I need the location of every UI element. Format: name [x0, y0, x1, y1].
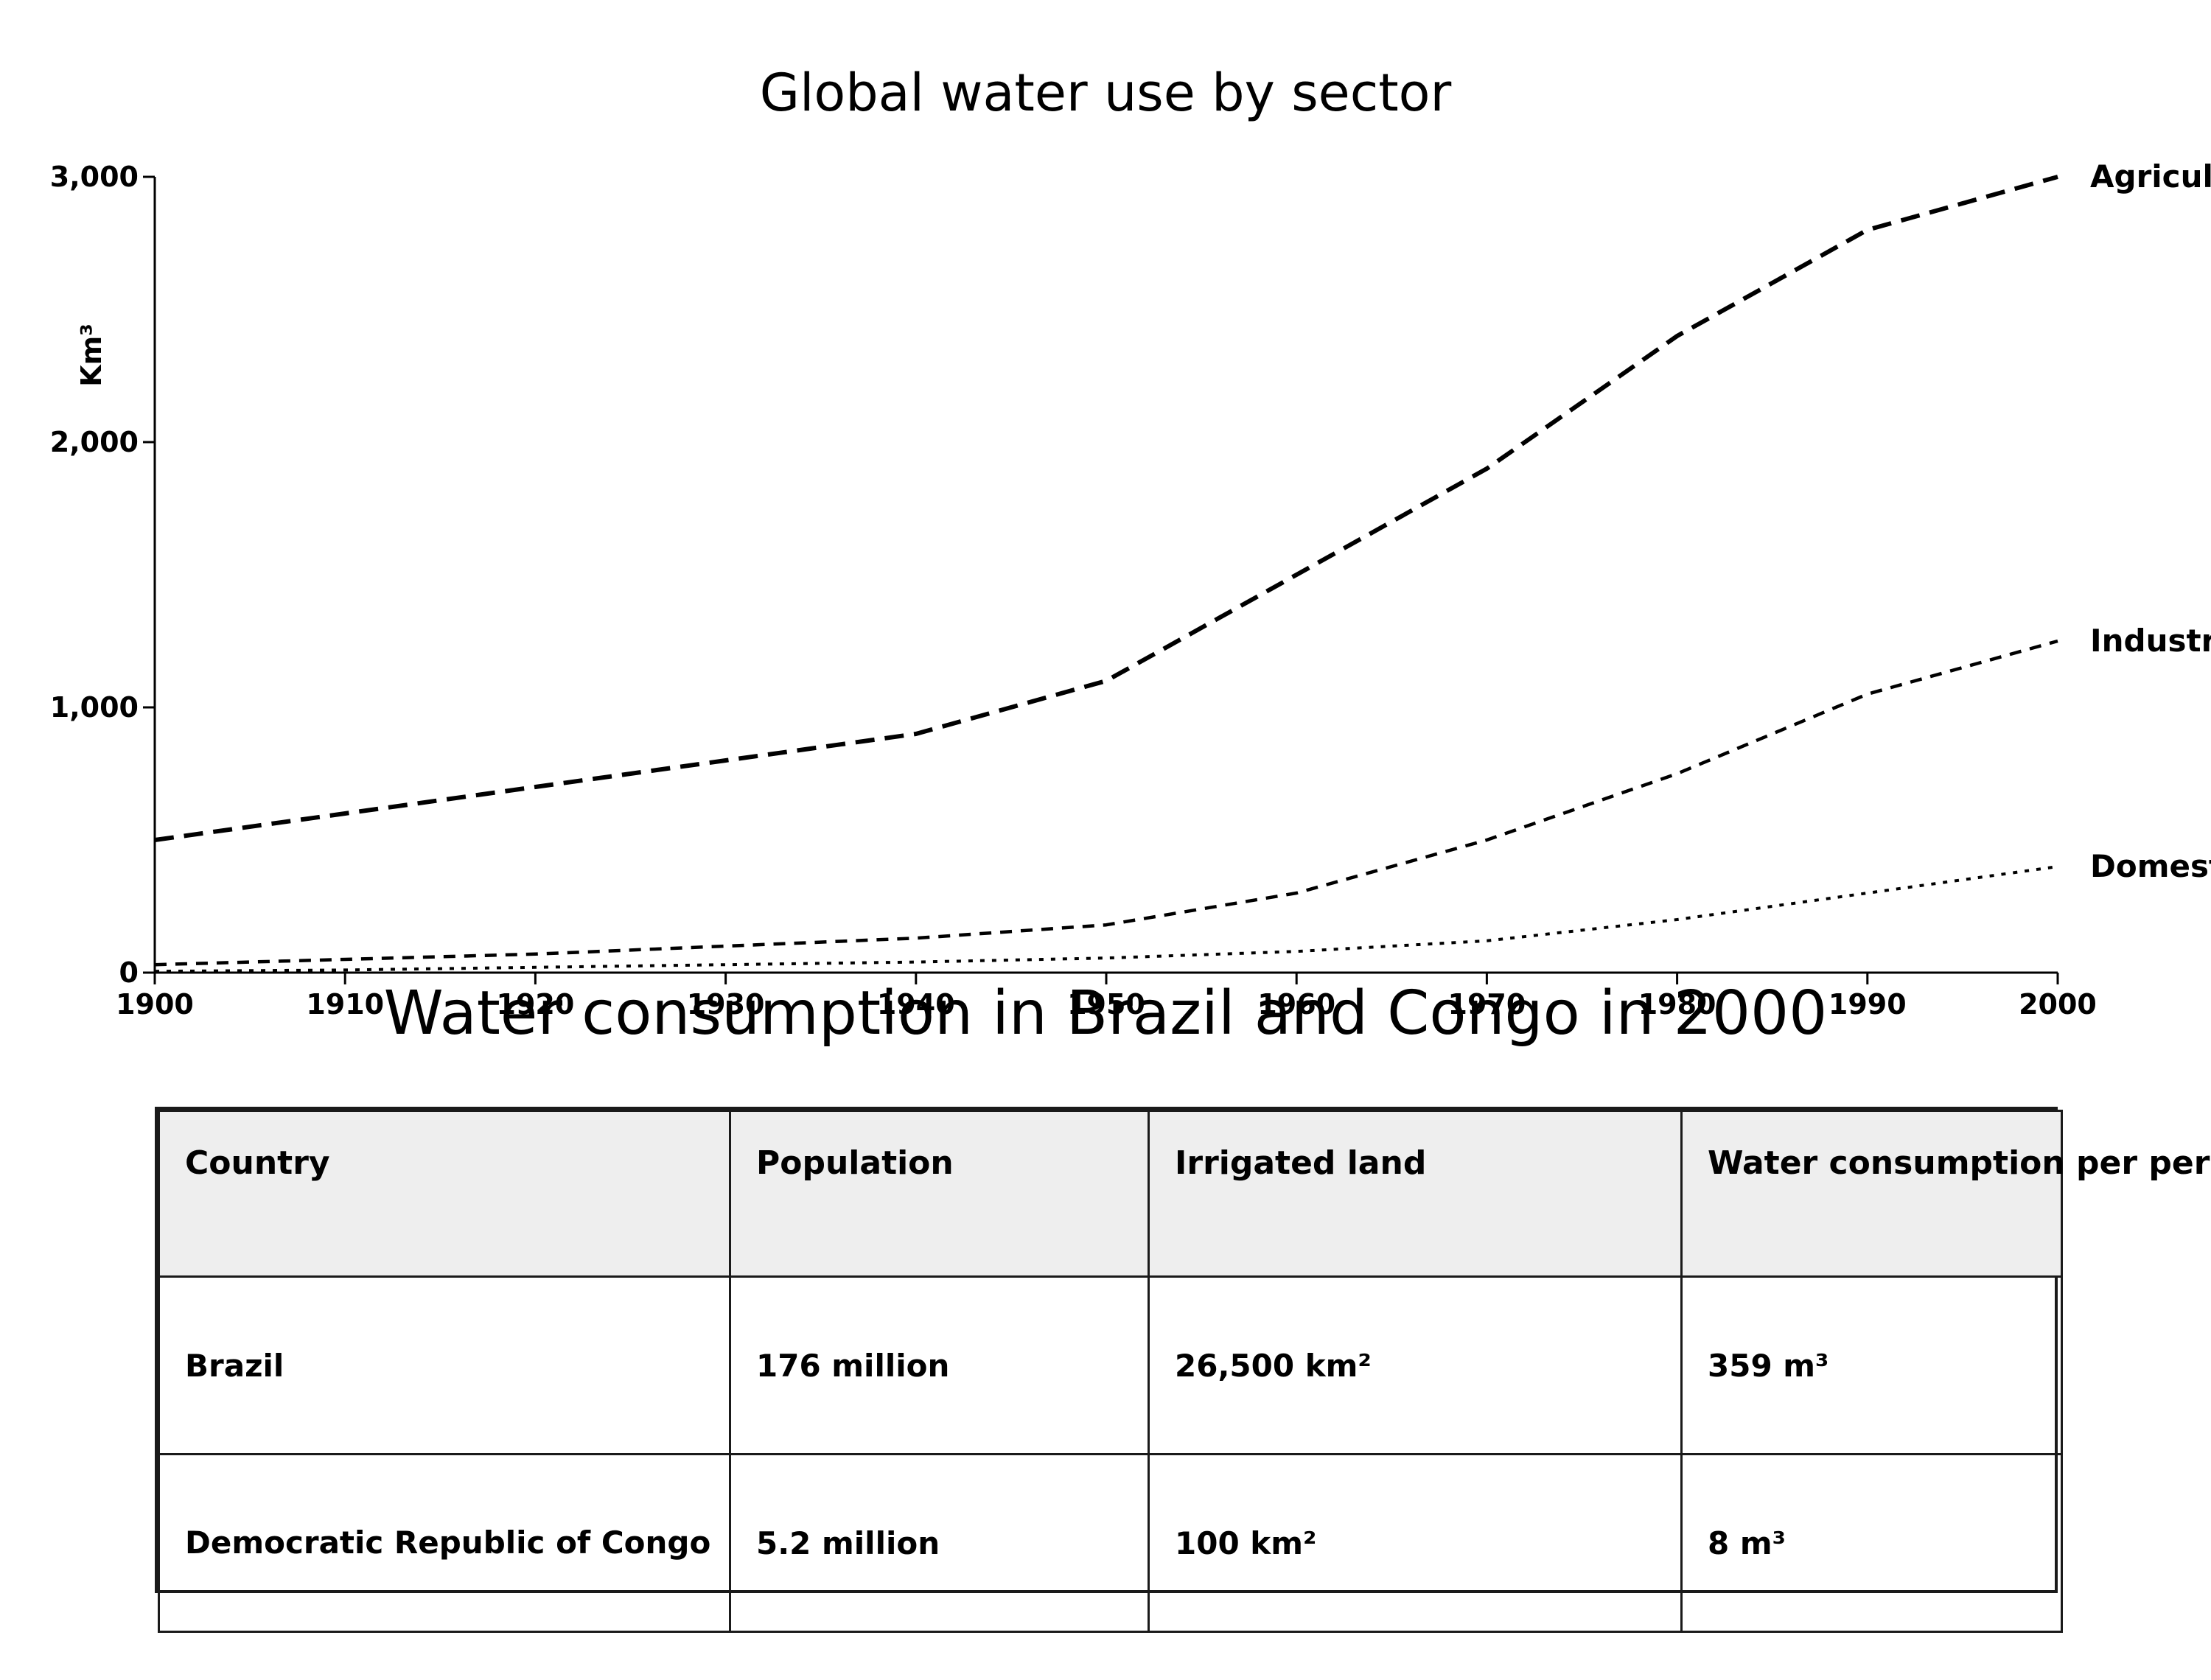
- series-label-agriculture: Agriculture: [2090, 158, 2211, 195]
- table-cell-population: 5.2 million: [729, 1453, 1150, 1633]
- y-ticks: 0 1,000 2,000 3,000: [50, 161, 155, 989]
- table-row: Democratic Republic of Congo 5.2 million…: [158, 1453, 2063, 1633]
- series-line-agriculture: [154, 175, 2058, 842]
- series-label-industrial: Industrial: [2090, 623, 2211, 659]
- series-line-domestic: [154, 865, 2058, 973]
- y-tick-label: 2,000: [50, 426, 139, 458]
- table-cell-country: Brazil: [158, 1275, 731, 1455]
- chart-title: Global water use by sector: [760, 63, 1452, 123]
- x-tick-label: 1940: [877, 988, 955, 1021]
- line-chart: Global water use by sector Km³ 0 1,000 2,0…: [50, 63, 2211, 1021]
- column-header-water-consumption: Water consumption per person: [1680, 1110, 2211, 1278]
- y-tick-label: 0: [119, 956, 139, 989]
- series-line-industrial: [154, 639, 2058, 967]
- series-label-domestic: Domestic: [2090, 848, 2211, 884]
- table-cell-water-consumption: 8 m³: [1680, 1453, 2063, 1633]
- x-ticks: 1900 1910 1920 1930 1940 1950 1960 1970 1980 1990…: [116, 973, 2097, 1021]
- x-tick-label: 1960: [1257, 988, 1335, 1021]
- x-tick-label: 1990: [1828, 988, 1907, 1021]
- data-table: Country Population Irrigated land Water …: [158, 1110, 2211, 1633]
- column-header-country: Country: [158, 1110, 731, 1278]
- series-labels: Agriculture Industrial Domestic: [2090, 158, 2211, 884]
- x-tick-label: 2000: [2019, 988, 2097, 1021]
- x-tick-label: 1950: [1067, 988, 1145, 1021]
- table-header-row: Country Population Irrigated land Water …: [158, 1110, 2211, 1278]
- table-cell-population: 176 million: [729, 1275, 1150, 1455]
- column-header-population: Population: [729, 1110, 1150, 1278]
- x-tick-label: 1980: [1638, 988, 1716, 1021]
- series-lines: [154, 175, 2058, 973]
- x-tick-label: 1910: [306, 988, 384, 1021]
- table-cell-irrigated-land: 100 km²: [1148, 1453, 1683, 1633]
- table-cell-water-consumption: 359 m³: [1680, 1275, 2063, 1455]
- column-header-irrigated-land: Irrigated land: [1148, 1110, 1683, 1278]
- table-cell-irrigated-land: 26,500 km²: [1148, 1275, 1683, 1455]
- y-tick-label: 1,000: [50, 691, 139, 724]
- x-tick-label: 1920: [497, 988, 575, 1021]
- y-axis-title: Km³: [75, 323, 108, 387]
- x-tick-label: 1930: [687, 988, 765, 1021]
- table-row: Brazil 176 million 26,500 km² 359 m³: [158, 1275, 2063, 1455]
- table-cell-country: Democratic Republic of Congo: [158, 1453, 731, 1633]
- x-tick-label: 1970: [1448, 988, 1526, 1021]
- data-table-container: Country Population Irrigated land Water …: [155, 1107, 2211, 1633]
- x-tick-label: 1900: [116, 988, 194, 1021]
- y-tick-label: 3,000: [50, 161, 139, 193]
